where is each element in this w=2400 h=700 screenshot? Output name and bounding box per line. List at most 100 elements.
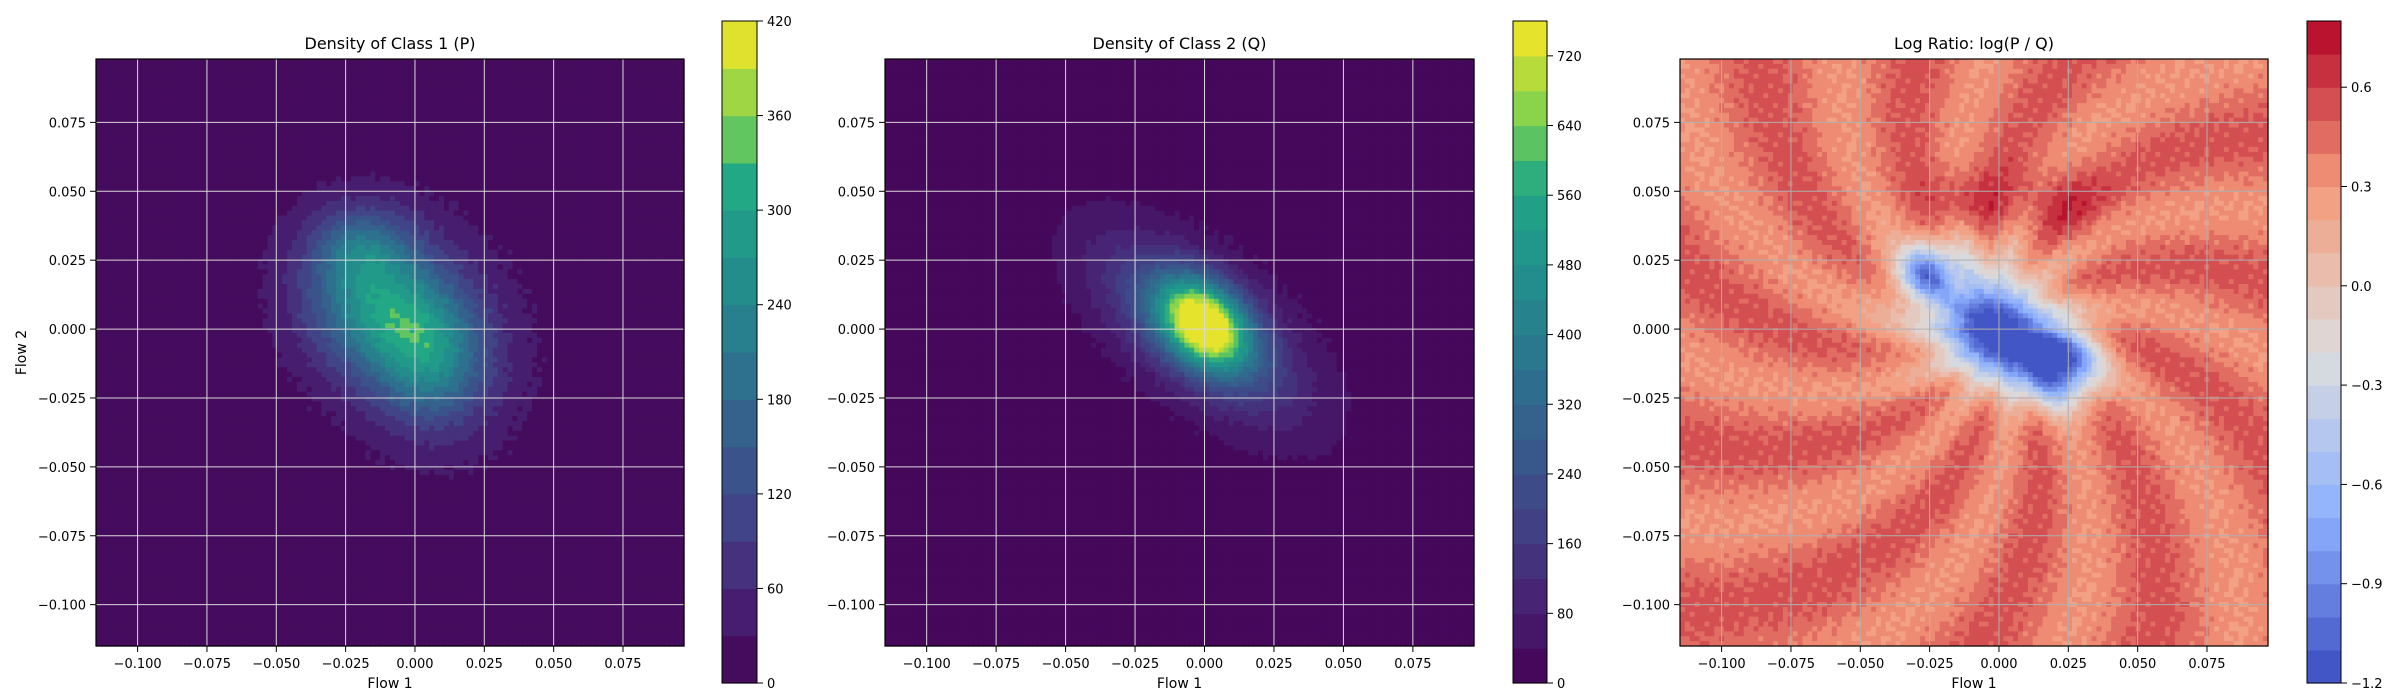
heatmap-cell (199, 299, 205, 304)
heatmap-cell (150, 59, 156, 64)
heatmap-cell (116, 318, 122, 323)
heatmap-cell (160, 88, 166, 93)
heatmap-cell (96, 460, 102, 465)
heatmap-cell (194, 558, 200, 563)
heatmap-cell (184, 441, 190, 446)
heatmap-cell (174, 636, 180, 641)
heatmap-cell (214, 397, 220, 402)
heatmap-cell (130, 401, 136, 406)
heatmap-cell (194, 250, 200, 255)
heatmap-cell (214, 529, 220, 534)
heatmap-cell (194, 362, 200, 367)
heatmap-cell (140, 240, 146, 245)
heatmap-cell (155, 98, 161, 103)
heatmap-cell (170, 250, 176, 255)
heatmap-cell (145, 470, 151, 475)
heatmap-cell (140, 397, 146, 402)
heatmap-cell (96, 240, 102, 245)
subplot-1: −0.100 −0.075 −0.050 −0.025 0.000 0.025 0.050 0… (14, 15, 792, 692)
heatmap-cell (116, 401, 122, 406)
heatmap-cell (194, 582, 200, 587)
heatmap-cell (194, 514, 200, 519)
heatmap-cell (116, 289, 122, 294)
heatmap-cell (209, 74, 215, 79)
heatmap-cell (155, 93, 161, 98)
heatmap-cell (121, 245, 127, 250)
heatmap-cell (150, 240, 156, 245)
heatmap-cell (165, 607, 171, 612)
heatmap-cell (199, 353, 205, 358)
heatmap-cell (160, 289, 166, 294)
heatmap-cell (140, 377, 146, 382)
heatmap-cell (101, 489, 107, 494)
heatmap-cell (125, 69, 130, 74)
heatmap-cell (150, 450, 156, 455)
heatmap-cell (125, 353, 130, 358)
heatmap-cell (111, 304, 117, 309)
heatmap-cell (150, 313, 156, 318)
heatmap-cell (155, 592, 161, 597)
heatmap-cell (194, 504, 200, 509)
heatmap-cell (194, 83, 200, 88)
heatmap-cell (155, 377, 161, 382)
heatmap-cell (155, 411, 161, 416)
heatmap-cell (145, 504, 151, 509)
heatmap-cell (111, 108, 117, 113)
heatmap-cell (111, 255, 117, 260)
heatmap-cell (121, 343, 127, 348)
heatmap-cell (214, 206, 220, 211)
heatmap-cell (219, 225, 225, 230)
heatmap-cell (194, 348, 200, 353)
heatmap-cell (101, 563, 107, 568)
heatmap-cell (125, 201, 130, 206)
heatmap-cell (219, 367, 225, 372)
heatmap-cell (121, 348, 127, 353)
heatmap-cell (189, 176, 195, 181)
heatmap-cell (179, 304, 185, 309)
heatmap-cell (174, 519, 180, 524)
heatmap-cell (150, 617, 156, 622)
heatmap-cell (189, 113, 195, 118)
heatmap-cell (214, 622, 220, 627)
heatmap-cell (199, 201, 205, 206)
heatmap-cell (121, 323, 127, 328)
heatmap-cell (121, 362, 127, 367)
heatmap-cell (121, 367, 127, 372)
heatmap-cell (199, 157, 205, 162)
heatmap-cell (189, 397, 195, 402)
heatmap-cell (214, 597, 220, 602)
heatmap-cell (106, 216, 112, 221)
heatmap-cell (179, 406, 185, 411)
heatmap-cell (165, 519, 171, 524)
heatmap-cell (165, 397, 171, 402)
heatmap-cell (130, 514, 136, 519)
heatmap-cell (106, 397, 112, 402)
heatmap-cell (184, 475, 190, 480)
heatmap-cell (130, 113, 136, 118)
heatmap-cell (96, 636, 102, 641)
heatmap-cell (140, 299, 146, 304)
heatmap-cell (145, 509, 151, 514)
heatmap-cell (199, 612, 205, 617)
heatmap-cell (96, 216, 102, 221)
heatmap-cell (179, 147, 185, 152)
heatmap-cell (189, 333, 195, 338)
heatmap-cell (116, 348, 122, 353)
heatmap-cell (184, 426, 190, 431)
heatmap-cell (189, 142, 195, 147)
heatmap-cell (174, 543, 180, 548)
heatmap-cell (160, 450, 166, 455)
heatmap-cell (116, 333, 122, 338)
heatmap-cell (106, 617, 112, 622)
heatmap-cell (121, 450, 127, 455)
heatmap-cell (199, 568, 205, 573)
heatmap-cell (106, 299, 112, 304)
heatmap-cell (150, 353, 156, 358)
heatmap-cell (121, 176, 127, 181)
heatmap-cell (145, 137, 151, 142)
heatmap-cell (116, 592, 122, 597)
heatmap-cell (145, 587, 151, 592)
heatmap-cell (199, 132, 205, 137)
heatmap-cell (150, 622, 156, 627)
heatmap-cell (170, 235, 176, 240)
